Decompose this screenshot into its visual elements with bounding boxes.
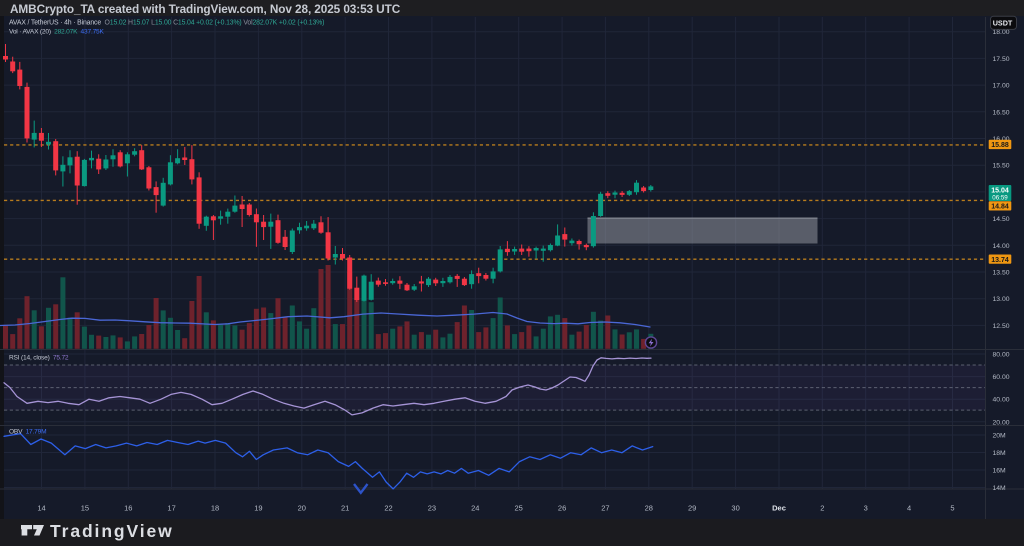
svg-text:Vol · AVAX (20) 282.07K 437.: Vol · AVAX (20) 282.07K 437.75K — [9, 28, 105, 35]
svg-text:5: 5 — [950, 504, 954, 513]
svg-text:27: 27 — [601, 504, 609, 513]
svg-text:15.04: 15.04 — [991, 188, 1009, 195]
svg-text:19: 19 — [254, 504, 262, 513]
svg-text:24: 24 — [471, 504, 479, 513]
svg-text:80.00: 80.00 — [993, 352, 1010, 359]
svg-text:16M: 16M — [993, 468, 1007, 475]
svg-text:26: 26 — [558, 504, 566, 513]
svg-text:3: 3 — [864, 504, 868, 513]
svg-text:OBV 17.79M: OBV 17.79M — [9, 429, 46, 436]
svg-text:20: 20 — [298, 504, 306, 513]
svg-text:17.00: 17.00 — [993, 83, 1010, 90]
svg-text:AVAX / TetherUS · 4h · Binance: AVAX / TetherUS · 4h · Binance O15.02 H1… — [9, 19, 324, 26]
svg-text:40.00: 40.00 — [993, 397, 1010, 404]
svg-text:16.50: 16.50 — [993, 109, 1010, 116]
svg-text:20.00: 20.00 — [993, 419, 1010, 426]
svg-text:15.88: 15.88 — [991, 142, 1009, 149]
svg-text:60.00: 60.00 — [993, 374, 1010, 381]
svg-text:14.00: 14.00 — [993, 243, 1010, 250]
svg-text:18M: 18M — [993, 450, 1007, 457]
svg-text:16: 16 — [124, 504, 132, 513]
svg-text:RSI (14, close) 75.72: RSI (14, close) 75.72 — [9, 355, 69, 362]
svg-text:22: 22 — [384, 504, 392, 513]
svg-text:28: 28 — [645, 504, 653, 513]
svg-text:2: 2 — [820, 504, 824, 513]
svg-text:4: 4 — [907, 504, 911, 513]
svg-text:30: 30 — [731, 504, 739, 513]
svg-text:17: 17 — [167, 504, 175, 513]
svg-text:TradingView: TradingView — [50, 521, 174, 541]
svg-text:18: 18 — [211, 504, 219, 513]
svg-text:29: 29 — [688, 504, 696, 513]
svg-text:20M: 20M — [993, 433, 1007, 440]
svg-text:14.50: 14.50 — [993, 216, 1010, 223]
svg-text:12.50: 12.50 — [993, 323, 1010, 330]
svg-text:AMBCrypto_TA created with Trad: AMBCrypto_TA created with TradingView.co… — [10, 2, 401, 16]
svg-text:06:59: 06:59 — [992, 195, 1008, 202]
svg-text:16.00: 16.00 — [993, 136, 1010, 143]
svg-text:25: 25 — [515, 504, 523, 513]
svg-text:15: 15 — [81, 504, 89, 513]
svg-text:18.00: 18.00 — [993, 29, 1010, 36]
svg-text:14: 14 — [37, 504, 45, 513]
svg-text:13.74: 13.74 — [991, 257, 1009, 264]
svg-text:14M: 14M — [993, 485, 1007, 492]
svg-text:13.50: 13.50 — [993, 270, 1010, 277]
svg-text:23: 23 — [428, 504, 436, 513]
svg-text:13.00: 13.00 — [993, 296, 1010, 303]
svg-text:14.84: 14.84 — [991, 203, 1009, 210]
svg-text:USDT: USDT — [993, 18, 1013, 27]
svg-text:15.50: 15.50 — [993, 163, 1010, 170]
svg-text:17.50: 17.50 — [993, 56, 1010, 63]
svg-text:Dec: Dec — [772, 504, 786, 513]
svg-text:21: 21 — [341, 504, 349, 513]
